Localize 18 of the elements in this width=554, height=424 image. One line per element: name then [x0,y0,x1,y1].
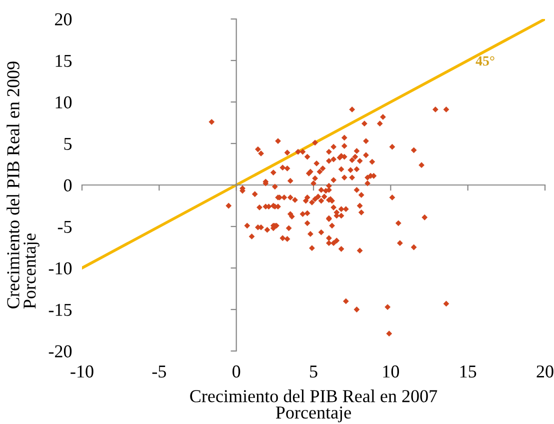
y-axis-title: Crecimiento del PIB Real en 2009 Porcentaje [6,62,40,309]
y-tick-label: 20 [55,13,72,26]
annotation: 45° [476,56,494,66]
x-tick-label: -5 [152,366,166,378]
x-axis-title: Crecimiento del PIB Real en 2007 Porcentaje [190,390,438,422]
y-tick-label: 5 [64,138,72,150]
x-tick-label: 10 [383,365,400,378]
x-tick-label: 20 [536,365,554,378]
x-tick-label: 5 [310,366,318,378]
x-tick-label: 0 [232,365,240,378]
y-tick-label: 15 [56,54,72,67]
y-tick-label: -15 [48,304,72,316]
y-tick-label: -5 [58,220,72,233]
y-tick-label: -20 [48,345,72,358]
y-tick-label: -10 [48,262,72,274]
y-tick-label: 0 [64,179,72,192]
y-tick-label: 10 [56,96,72,108]
x-tick-label: 15 [460,366,476,378]
